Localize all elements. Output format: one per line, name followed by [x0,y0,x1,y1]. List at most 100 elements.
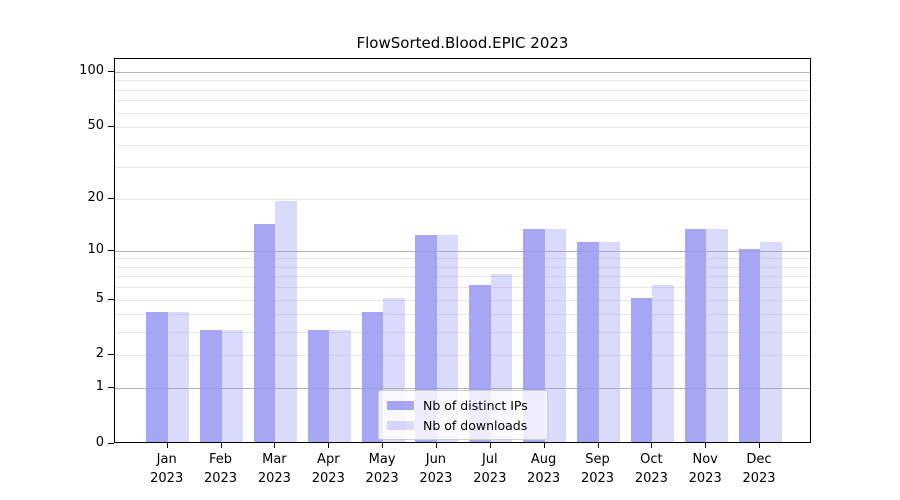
y-tick-mark-10 [108,249,114,251]
x-tick-year: 2023 [257,471,291,486]
gridline-4 [115,314,810,316]
gridline-8 [115,266,810,268]
legend: Nb of distinct IPs Nb of downloads [378,390,548,440]
bar-downloads-apr [329,330,351,442]
y-tick-label-0: 0 [95,435,104,450]
y-tick-label-50: 50 [87,118,104,134]
x-tick-year: 2023 [203,471,238,486]
bar-distinct-ips-oct [630,297,653,442]
chart-title: FlowSorted.Blood.EPIC 2023 [356,34,569,52]
x-tick-label-sep: Sep 2023 [556,450,640,488]
y-tick-mark-1 [108,387,114,389]
x-tick-year: 2023 [473,471,507,486]
bar-downloads-nov [706,229,728,442]
x-tick-mark-jan [166,443,168,448]
x-tick-label-oct: Oct 2023 [609,450,693,488]
x-tick-label-jun: Jun 2023 [394,450,478,488]
x-tick-month: May [368,452,396,467]
bar-distinct-ips-jan [146,312,168,442]
x-tick-month: Jun [425,452,447,467]
bar-distinct-ips-feb [200,330,222,442]
x-tick-year: 2023 [742,471,776,486]
x-tick-year: 2023 [580,471,615,486]
x-tick-label-may: May 2023 [340,450,424,488]
gridline-60 [115,112,810,114]
x-tick-label-feb: Feb 2023 [179,450,263,488]
x-tick-year: 2023 [688,471,722,486]
x-tick-month: Dec [746,452,772,467]
bar-downloads-aug [544,229,567,442]
x-tick-label-mar: Mar 2023 [232,450,316,488]
bar-downloads-oct [652,285,674,442]
bar-downloads-dec [760,241,782,442]
gridline-70 [115,100,810,102]
x-tick-mark-aug [543,443,545,448]
y-tick-label-20: 20 [87,189,104,205]
x-tick-month: Jan [156,452,177,467]
legend-item-distinct-ips: Nb of distinct IPs [387,397,539,413]
x-tick-mark-oct [651,443,653,448]
gridline-6 [115,287,810,289]
gridline-20 [115,198,810,200]
x-tick-year: 2023 [527,471,561,486]
x-tick-mark-jul [489,443,491,448]
bar-distinct-ips-aug [523,229,545,442]
x-tick-month: Mar [262,452,287,467]
legend-item-downloads: Nb of downloads [387,417,539,433]
y-tick-label-2: 2 [95,346,104,362]
gridline-9 [115,258,810,260]
gridline-3 [115,332,810,334]
bar-distinct-ips-mar [253,223,276,442]
x-tick-label-jan: Jan 2023 [125,450,209,488]
y-tick-mark-100 [108,71,114,72]
x-tick-label-jul: Jul 2023 [448,450,532,488]
bar-distinct-ips-dec [738,248,761,442]
x-tick-month: Apr [317,452,340,467]
x-tick-mark-nov [705,443,707,448]
x-tick-label-dec: Dec 2023 [717,450,801,488]
x-tick-month: Nov [692,452,718,467]
legend-swatch-downloads [387,420,414,430]
y-tick-mark-5 [108,298,114,300]
x-tick-year: 2023 [311,471,345,486]
bar-downloads-mar [275,200,297,442]
x-tick-label-nov: Nov 2023 [663,450,747,488]
gridline-50 [115,127,810,129]
x-tick-year: 2023 [150,471,184,486]
legend-label-distinct-ips: Nb of distinct IPs [423,397,528,413]
x-tick-month: Feb [208,452,233,467]
x-tick-month: Jul [481,452,498,467]
x-tick-month: Oct [640,452,663,467]
bar-distinct-ips-sep [577,241,599,442]
gridline-30 [115,167,810,169]
gridline-7 [115,276,810,278]
y-tick-label-1: 1 [95,379,104,395]
y-tick-mark-20 [108,197,114,199]
gridline-10 [115,250,810,252]
gridline-40 [115,144,810,146]
gridline-1 [115,388,810,390]
gridline-100 [115,72,810,73]
legend-swatch-distinct-ips [387,400,414,410]
plot-area: Nb of distinct IPs Nb of downloads [114,58,811,443]
x-tick-label-apr: Apr 2023 [286,450,370,488]
legend-label-downloads: Nb of downloads [423,417,528,433]
x-tick-mark-feb [220,443,222,448]
bar-distinct-ips-may [361,312,384,442]
x-tick-mark-sep [597,443,599,448]
bars-layer [115,59,810,442]
y-tick-mark-50 [108,126,114,128]
x-tick-mark-mar [274,443,276,448]
y-tick-label-10: 10 [87,241,104,257]
x-tick-year: 2023 [365,471,399,486]
x-tick-year: 2023 [634,471,668,486]
bar-downloads-sep [598,241,620,442]
bar-downloads-feb [221,330,244,442]
bar-downloads-jan [167,312,190,442]
x-tick-mark-dec [759,443,760,448]
x-tick-month: Sep [585,452,610,467]
gridline-5 [115,299,810,301]
bar-distinct-ips-apr [307,330,330,442]
gridline-80 [115,89,810,91]
x-tick-mark-may [382,443,384,448]
